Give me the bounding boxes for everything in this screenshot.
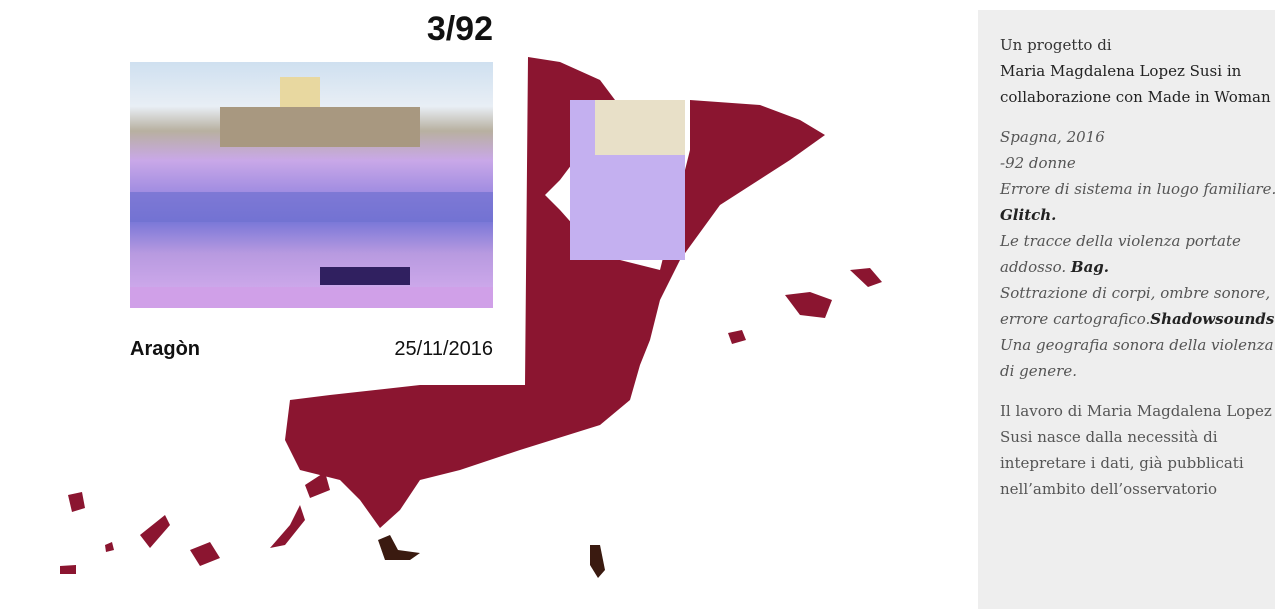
island [378,535,420,560]
statement-keyword: Bag. [1071,258,1109,276]
date: 25/11/2016 [394,338,493,361]
photo-glitch [130,62,493,308]
statement-keyword: Shadowsounds. [1150,310,1275,328]
statement-text: Errore di sistema in luogo familiare. [1000,180,1275,198]
island [60,565,76,574]
island [140,515,170,548]
photo [130,62,493,308]
island [728,330,746,344]
region: Aragòn [130,338,200,361]
island [68,492,85,512]
sidebar: Un progetto di Maria Magdalena Lopez Susi… [978,10,1275,609]
statement-text: Una geografia sonora della violenza di g… [1000,336,1274,380]
island [785,292,832,318]
authors: Maria Magdalena Lopez Susi in collaboraz… [1000,62,1271,106]
island [190,542,220,566]
statement: Spagna, 2016 -92 donne Errore di sistema i… [1000,124,1275,384]
statement-text: -92 donne [1000,154,1076,172]
island [270,505,305,548]
counter: 3/92 [427,10,493,49]
island [850,268,882,287]
statement-text: Spagna, 2016 [1000,128,1105,146]
body: Il lavoro di Maria Magdalena Lopez Susi … [1000,398,1275,502]
page: 3/92 Aragòn 25/11/2016 Un progetto di Mar… [0,0,1275,609]
statement-text: Le tracce della violenza portate addosso… [1000,232,1241,276]
statement-keyword: Glitch. [1000,206,1056,224]
island [590,545,605,578]
glitch [595,100,685,155]
card: 3/92 Aragòn 25/11/2016 [100,0,525,385]
island [105,542,114,552]
intro: Un progetto di [1000,36,1112,54]
